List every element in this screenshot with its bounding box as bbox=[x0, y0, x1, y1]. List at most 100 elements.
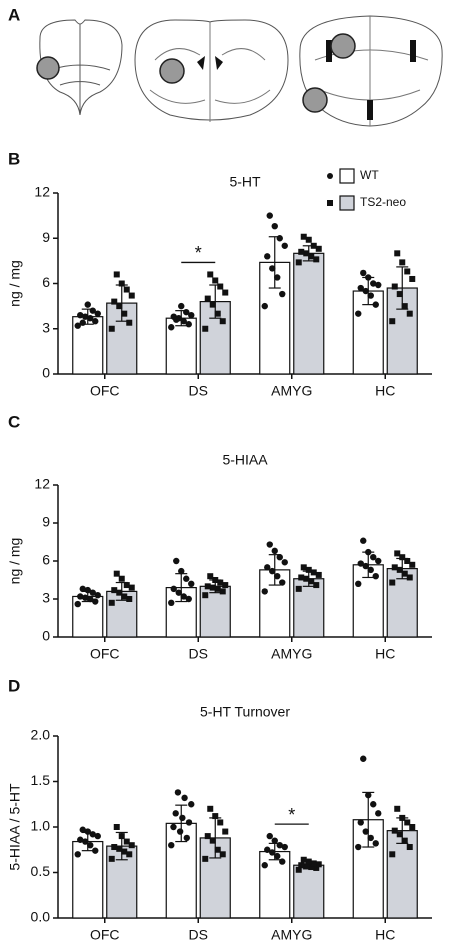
data-point bbox=[168, 842, 175, 849]
data-point bbox=[87, 595, 94, 603]
data-point bbox=[183, 834, 191, 842]
data-point bbox=[111, 587, 118, 594]
data-point bbox=[87, 842, 94, 849]
x-tick-label: HC bbox=[375, 383, 395, 399]
data-point bbox=[261, 588, 268, 595]
data-point bbox=[77, 311, 84, 319]
panel-label: B bbox=[8, 149, 20, 168]
data-point bbox=[188, 801, 195, 808]
data-point bbox=[396, 291, 403, 298]
data-point bbox=[178, 302, 185, 310]
data-point bbox=[308, 578, 315, 585]
x-tick-label: OFC bbox=[90, 383, 120, 399]
data-point bbox=[372, 573, 379, 580]
data-point bbox=[217, 283, 224, 290]
data-point bbox=[207, 805, 214, 812]
data-point bbox=[79, 826, 86, 833]
data-point bbox=[305, 236, 312, 243]
data-point bbox=[372, 840, 379, 847]
data-point bbox=[74, 322, 81, 329]
y-tick-label: 6 bbox=[42, 274, 50, 290]
data-point bbox=[394, 250, 401, 257]
data-point bbox=[92, 598, 99, 605]
data-point bbox=[174, 789, 182, 796]
data-point bbox=[185, 819, 193, 826]
data-point bbox=[313, 256, 320, 263]
data-point bbox=[313, 864, 320, 871]
data-point bbox=[315, 245, 322, 252]
data-point bbox=[118, 833, 125, 840]
data-point bbox=[188, 311, 195, 319]
data-point bbox=[298, 862, 305, 869]
data-point bbox=[128, 842, 135, 849]
data-point bbox=[214, 846, 221, 853]
data-point bbox=[362, 562, 369, 570]
significance-label: * bbox=[195, 243, 202, 263]
data-point bbox=[266, 212, 273, 219]
data-point bbox=[355, 580, 362, 587]
data-point bbox=[375, 281, 382, 289]
data-point bbox=[367, 566, 374, 574]
data-point bbox=[308, 253, 315, 260]
data-point bbox=[409, 824, 416, 830]
data-point bbox=[389, 318, 396, 325]
data-point bbox=[111, 844, 118, 851]
legend-swatch bbox=[339, 168, 355, 184]
data-point bbox=[185, 321, 192, 328]
data-point bbox=[82, 313, 89, 320]
legend-marker bbox=[327, 200, 333, 206]
y-tick-label: 6 bbox=[42, 552, 50, 568]
data-point bbox=[74, 851, 81, 858]
data-point bbox=[271, 837, 278, 844]
data-point bbox=[391, 564, 398, 571]
data-point bbox=[404, 558, 411, 564]
data-point bbox=[175, 589, 182, 596]
bar bbox=[293, 252, 325, 375]
data-point bbox=[77, 593, 84, 600]
data-point bbox=[118, 575, 125, 582]
data-point bbox=[264, 846, 271, 853]
data-point bbox=[94, 592, 101, 599]
data-point bbox=[357, 560, 364, 567]
data-point bbox=[396, 831, 403, 838]
data-point bbox=[79, 319, 86, 326]
data-point bbox=[362, 828, 369, 835]
x-tick-label: OFC bbox=[90, 927, 120, 943]
x-tick-label: AMYG bbox=[271, 927, 312, 943]
data-point bbox=[183, 575, 190, 582]
data-point bbox=[310, 569, 317, 576]
data-point bbox=[409, 561, 416, 568]
data-point bbox=[84, 586, 91, 594]
data-point bbox=[264, 253, 271, 260]
y-axis-label: ng / mg bbox=[7, 538, 23, 585]
data-point bbox=[276, 235, 283, 242]
data-point bbox=[261, 302, 268, 310]
data-point bbox=[219, 588, 226, 595]
data-point bbox=[113, 271, 120, 278]
data-point bbox=[406, 844, 413, 851]
y-tick-label: 12 bbox=[34, 476, 50, 492]
x-tick-label: HC bbox=[375, 927, 395, 943]
data-point bbox=[271, 547, 278, 555]
data-point bbox=[173, 316, 180, 323]
data-point bbox=[305, 566, 312, 573]
data-point bbox=[357, 284, 364, 292]
y-tick-label: 1.0 bbox=[31, 818, 51, 834]
data-point bbox=[401, 303, 408, 310]
data-point bbox=[274, 573, 281, 580]
data-point bbox=[404, 819, 411, 826]
x-tick-label: HC bbox=[375, 646, 395, 662]
panel-label: C bbox=[8, 412, 20, 431]
data-point bbox=[300, 233, 307, 240]
y-tick-label: 12 bbox=[34, 184, 50, 200]
data-point bbox=[404, 268, 411, 275]
data-point bbox=[126, 596, 133, 602]
data-point bbox=[188, 580, 195, 587]
data-point bbox=[394, 550, 401, 557]
data-point bbox=[399, 259, 406, 266]
data-point bbox=[126, 851, 133, 858]
data-point bbox=[113, 570, 120, 577]
data-point bbox=[113, 824, 120, 830]
data-point bbox=[406, 310, 413, 317]
